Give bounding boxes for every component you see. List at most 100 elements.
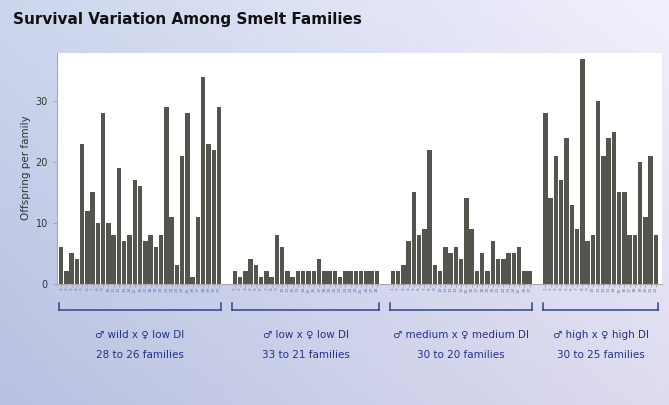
Bar — [175, 265, 179, 284]
Bar — [248, 259, 253, 283]
Bar — [201, 77, 205, 284]
Bar — [643, 217, 648, 284]
Bar — [254, 265, 258, 284]
Bar — [575, 229, 579, 284]
Bar — [290, 277, 295, 284]
Bar — [233, 271, 237, 284]
Bar — [301, 271, 306, 284]
Bar — [64, 271, 69, 284]
Bar — [375, 271, 379, 284]
Bar — [117, 168, 121, 284]
Bar — [391, 271, 395, 284]
Bar — [591, 235, 595, 284]
Bar — [285, 271, 290, 284]
Bar — [448, 253, 453, 284]
Bar — [138, 186, 142, 284]
Bar — [496, 259, 500, 283]
Bar — [654, 235, 658, 284]
Bar — [180, 156, 185, 284]
Bar — [332, 271, 337, 284]
Bar — [96, 223, 100, 284]
Bar — [554, 156, 558, 284]
Bar — [338, 277, 343, 284]
Bar — [306, 271, 311, 284]
Bar — [211, 150, 216, 284]
Bar — [411, 192, 416, 284]
Bar — [296, 271, 300, 284]
Bar — [132, 180, 137, 284]
Bar — [169, 217, 174, 284]
Bar — [569, 205, 574, 284]
Bar — [522, 271, 527, 284]
Bar — [238, 277, 242, 284]
Bar — [427, 150, 432, 284]
Bar — [596, 101, 600, 284]
Bar — [396, 271, 400, 284]
Bar — [638, 162, 642, 284]
Bar — [490, 241, 495, 284]
Bar — [85, 211, 90, 284]
Bar — [154, 247, 158, 284]
Bar — [185, 113, 190, 284]
Bar — [470, 229, 474, 284]
Bar — [443, 247, 448, 284]
Bar — [564, 138, 569, 284]
Bar — [275, 235, 279, 284]
Text: ♂ low x ♀ low DI: ♂ low x ♀ low DI — [263, 330, 349, 340]
Bar — [270, 277, 274, 284]
Bar — [422, 229, 427, 284]
Bar — [343, 271, 348, 284]
Bar — [485, 271, 490, 284]
Bar — [164, 107, 169, 284]
Bar — [127, 235, 132, 284]
Bar — [601, 156, 605, 284]
Text: ♂ high x ♀ high DI: ♂ high x ♀ high DI — [553, 330, 649, 340]
Bar — [70, 253, 74, 284]
Bar — [606, 138, 611, 284]
Bar — [312, 271, 316, 284]
Text: Survival Variation Among Smelt Families: Survival Variation Among Smelt Families — [13, 12, 362, 27]
Bar — [149, 235, 153, 284]
Bar — [512, 253, 516, 284]
Bar — [322, 271, 326, 284]
Bar — [106, 223, 110, 284]
Bar — [369, 271, 374, 284]
Bar — [122, 241, 126, 284]
Bar — [454, 247, 458, 284]
Bar — [559, 180, 563, 284]
Bar — [417, 235, 421, 284]
Bar — [475, 271, 479, 284]
Bar — [317, 259, 321, 283]
Y-axis label: Offspring per family: Offspring per family — [21, 116, 31, 220]
Bar — [75, 259, 79, 283]
Bar — [633, 235, 637, 284]
Bar — [264, 271, 269, 284]
Bar — [159, 235, 163, 284]
Bar — [648, 156, 653, 284]
Bar — [501, 259, 506, 283]
Bar — [364, 271, 369, 284]
Bar — [543, 113, 548, 284]
Bar — [217, 107, 221, 284]
Bar — [112, 235, 116, 284]
Bar — [191, 277, 195, 284]
Text: ♂ wild x ♀ low DI: ♂ wild x ♀ low DI — [96, 330, 185, 340]
Text: 30 to 25 families: 30 to 25 families — [557, 350, 645, 360]
Bar — [438, 271, 442, 284]
Bar — [580, 59, 585, 284]
Bar — [196, 217, 200, 284]
Bar — [617, 192, 622, 284]
Bar — [628, 235, 632, 284]
Bar — [549, 198, 553, 284]
Bar — [327, 271, 332, 284]
Text: 28 to 26 families: 28 to 26 families — [96, 350, 184, 360]
Bar — [517, 247, 521, 284]
Bar — [101, 113, 106, 284]
Bar — [406, 241, 411, 284]
Bar — [611, 132, 616, 284]
Bar — [480, 253, 484, 284]
Bar — [401, 265, 405, 284]
Bar — [506, 253, 511, 284]
Bar — [359, 271, 363, 284]
Bar — [59, 247, 64, 284]
